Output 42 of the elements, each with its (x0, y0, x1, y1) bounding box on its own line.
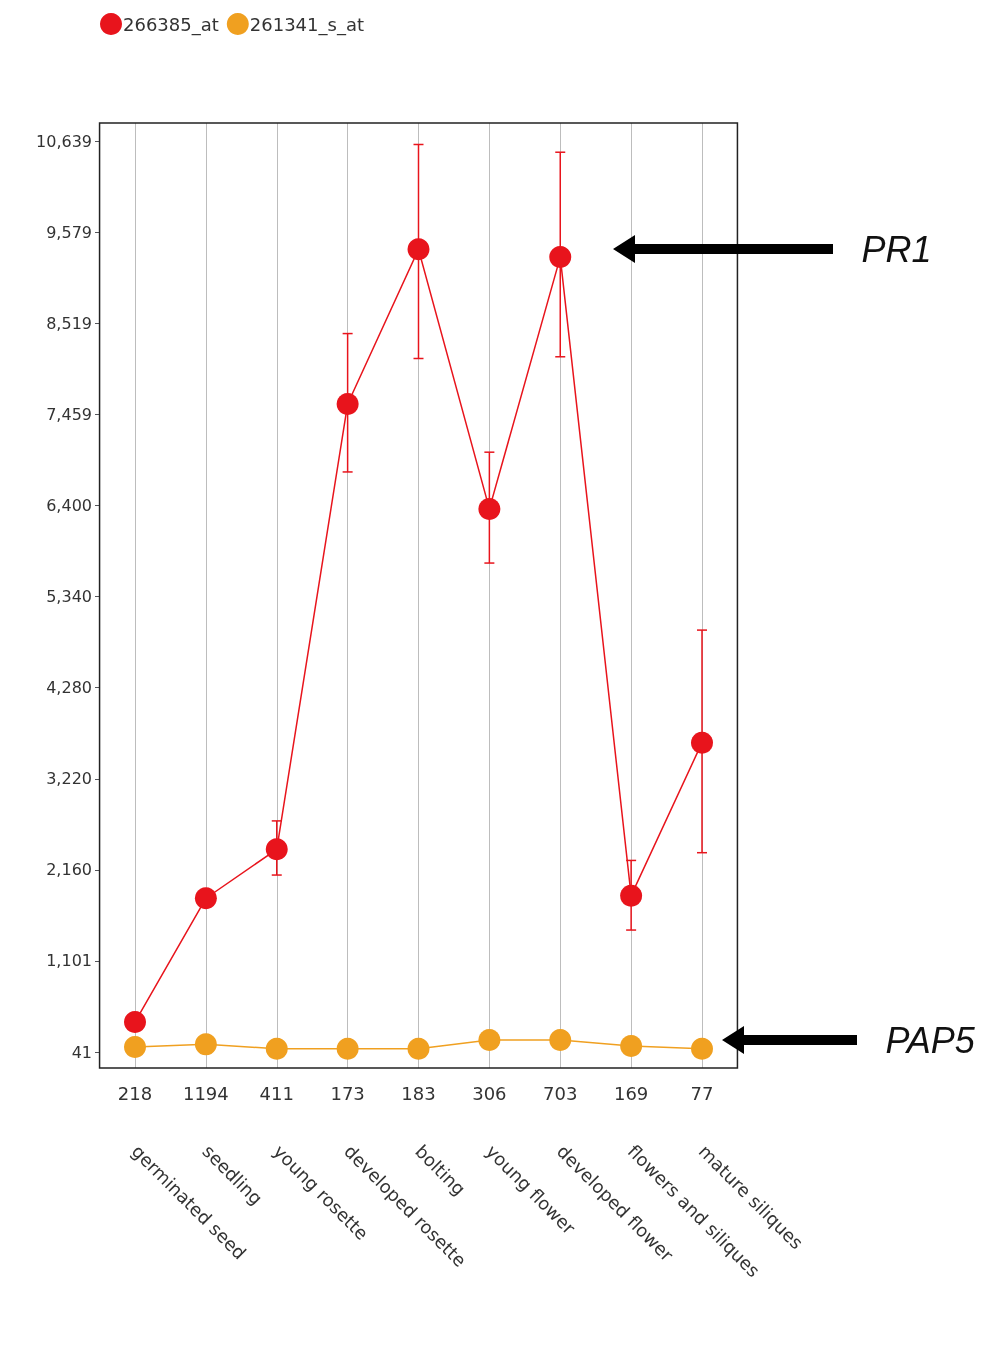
y-tick-label: 10,639 (36, 131, 92, 151)
legend-label: 266385_at (123, 13, 219, 36)
point (407, 1037, 430, 1060)
point (407, 238, 430, 261)
legend-label: 261341_s_at (249, 13, 364, 36)
point (265, 838, 288, 861)
text: PR1 (861, 228, 932, 270)
y-tick-label: 9,579 (46, 222, 92, 242)
y-tick-label: 2,160 (46, 860, 92, 880)
text: 218 (117, 1082, 153, 1104)
text: 77 (690, 1082, 714, 1104)
point (691, 1037, 713, 1060)
point (691, 731, 713, 754)
point (194, 1033, 217, 1056)
point (336, 1037, 359, 1060)
text: 1194 (182, 1082, 229, 1104)
y-tick-label: 8,519 (46, 313, 92, 333)
y-tick-label: 7,459 (46, 404, 92, 424)
text: 183 (401, 1082, 436, 1104)
point (549, 1029, 572, 1052)
y-tick-label: 1,101 (46, 951, 92, 971)
y-tick-label: 3,220 (46, 769, 92, 789)
y-tick-label: 5,340 (46, 587, 92, 607)
text: 411 (259, 1082, 294, 1104)
text: 703 (543, 1082, 578, 1104)
y-tick-label: 4,280 (46, 678, 92, 698)
point (336, 393, 359, 416)
point (194, 887, 217, 910)
y-tick-label: 6,400 (46, 495, 92, 515)
point (620, 884, 643, 907)
y-tick-label: 41 (71, 1042, 92, 1062)
point (124, 1035, 146, 1058)
text: PAP5 (885, 1019, 976, 1061)
text: 169 (613, 1082, 649, 1104)
point (549, 246, 572, 269)
point (478, 497, 501, 520)
point (478, 1029, 501, 1052)
text: 306 (472, 1082, 507, 1104)
point (620, 1035, 643, 1058)
point (124, 1011, 146, 1034)
text: 173 (330, 1082, 365, 1104)
point (265, 1037, 288, 1060)
